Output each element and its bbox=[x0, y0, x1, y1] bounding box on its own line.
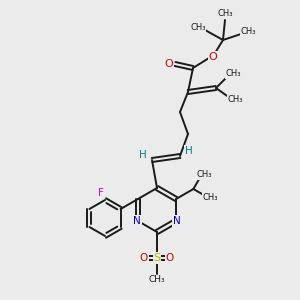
Text: CH₃: CH₃ bbox=[190, 22, 206, 32]
Text: O: O bbox=[166, 253, 174, 263]
Text: N: N bbox=[173, 216, 181, 226]
Text: H: H bbox=[139, 150, 147, 160]
Text: CH₃: CH₃ bbox=[149, 275, 165, 284]
Text: F: F bbox=[98, 188, 104, 198]
Text: H: H bbox=[185, 146, 193, 156]
Text: CH₃: CH₃ bbox=[227, 95, 243, 104]
Text: N: N bbox=[133, 216, 141, 226]
Text: CH₃: CH₃ bbox=[217, 10, 233, 19]
Text: CH₃: CH₃ bbox=[240, 28, 256, 37]
Text: S: S bbox=[153, 253, 161, 263]
Text: CH₃: CH₃ bbox=[225, 70, 241, 79]
Text: O: O bbox=[140, 253, 148, 263]
Text: O: O bbox=[165, 59, 173, 69]
Text: CH₃: CH₃ bbox=[196, 170, 212, 179]
Text: CH₃: CH₃ bbox=[203, 194, 218, 202]
Text: O: O bbox=[208, 52, 217, 62]
